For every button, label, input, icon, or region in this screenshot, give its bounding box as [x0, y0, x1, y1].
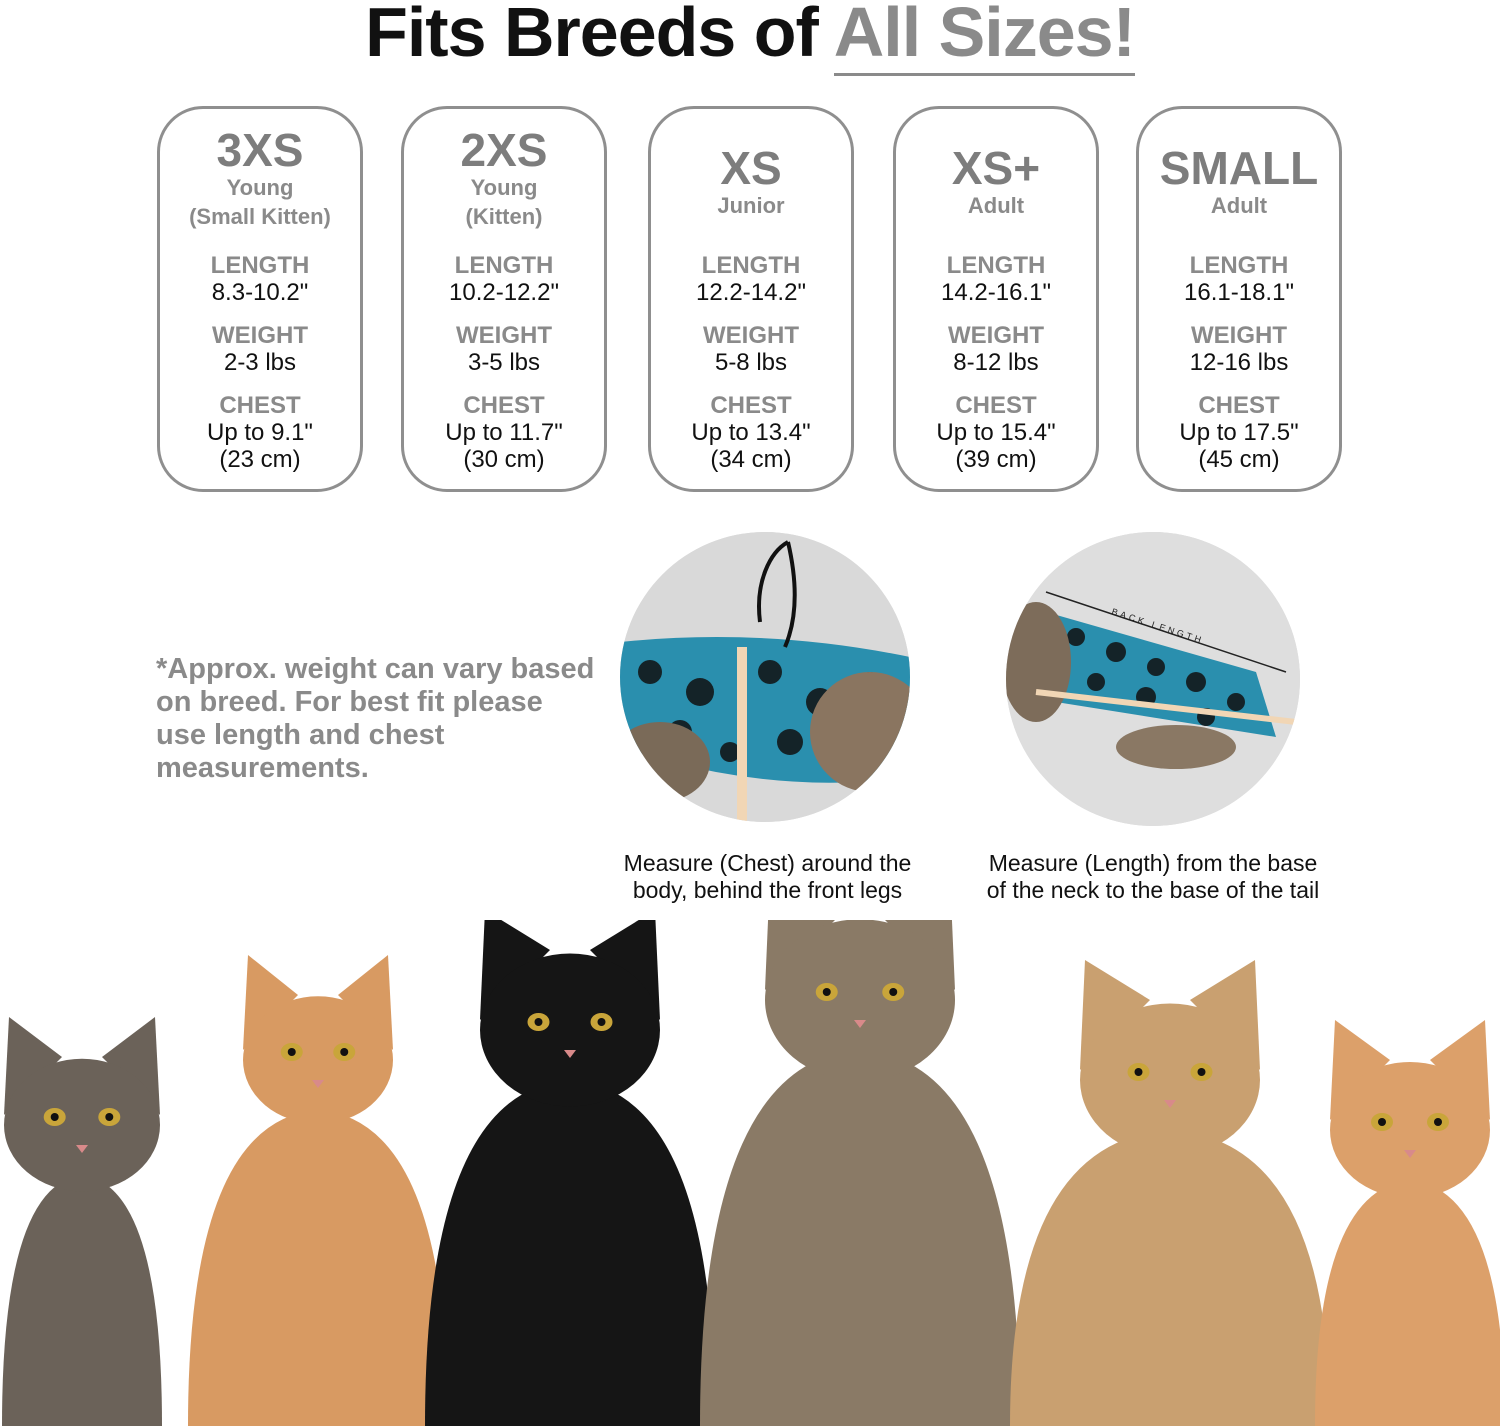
age-detail: (Small Kitten) [189, 204, 331, 229]
length-value: 14.2-16.1" [941, 279, 1051, 306]
weight-label: WEIGHT [456, 322, 552, 349]
length-label: LENGTH [1189, 252, 1289, 279]
length-value: 16.1-18.1" [1184, 279, 1294, 306]
weight-label: WEIGHT [948, 322, 1044, 349]
length-value: 8.3-10.2" [211, 279, 309, 306]
length-label: LENGTH [946, 252, 1046, 279]
chest-label: CHEST [219, 392, 301, 419]
cat-calico [1010, 960, 1330, 1426]
title-prefix: Fits Breeds of [365, 0, 834, 71]
page-title: Fits Breeds of All Sizes! [0, 0, 1500, 76]
cat-tabby-white [2, 1017, 162, 1426]
size-card-xs: XS Junior LENGTH 12.2-14.2" WEIGHT 5-8 l… [648, 106, 854, 492]
chest-value: Up to 11.7" [445, 419, 563, 446]
chest-measure-photo [620, 532, 910, 822]
chest-value: Up to 13.4" [691, 419, 811, 446]
size-label: XS [720, 142, 782, 194]
size-card-2xs: 2XS Young (Kitten) LENGTH 10.2-12.2" WEI… [401, 106, 607, 492]
cat-orange [1315, 1020, 1500, 1426]
size-card-xs-plus: XS+ Adult LENGTH 14.2-16.1" WEIGHT 8-12 … [893, 106, 1099, 492]
weight-label: WEIGHT [1191, 322, 1287, 349]
length-caption-line: of the neck to the base of the tail [986, 877, 1320, 903]
size-label: 2XS [460, 124, 548, 176]
chest-label: CHEST [463, 392, 545, 419]
age-label: Young [470, 175, 538, 200]
size-card-3xs: 3XS Young (Small Kitten) LENGTH 8.3-10.2… [157, 106, 363, 492]
age-label: Young [226, 175, 294, 200]
chest-cm-value: (45 cm) [1198, 446, 1280, 473]
chest-label: CHEST [710, 392, 792, 419]
length-label: LENGTH [210, 252, 310, 279]
cat-brown-tabby [700, 920, 1020, 1426]
title-accent: All Sizes! [833, 0, 1136, 76]
age-label: Adult [1210, 193, 1268, 218]
weight-note: *Approx. weight can vary based on breed.… [156, 653, 595, 784]
size-label: 3XS [216, 124, 304, 176]
chest-cm-value: (34 cm) [710, 446, 792, 473]
length-value: 12.2-14.2" [696, 279, 806, 306]
chest-value: Up to 15.4" [936, 419, 1056, 446]
cat-orange [188, 955, 448, 1426]
age-label: Junior [717, 193, 785, 218]
weight-label: WEIGHT [703, 322, 799, 349]
cat-black [425, 920, 715, 1426]
age-detail: (Kitten) [465, 204, 543, 229]
length-label: LENGTH [454, 252, 554, 279]
weight-value: 3-5 lbs [467, 349, 541, 376]
weight-value: 2-3 lbs [223, 349, 297, 376]
size-label: SMALL [1159, 142, 1319, 194]
weight-value: 12-16 lbs [1189, 349, 1289, 376]
length-caption-line: Measure (Length) from the base [988, 850, 1318, 876]
length-measure-photo: BACK LENGTH [1006, 532, 1300, 826]
length-label: LENGTH [701, 252, 801, 279]
chest-caption-line: body, behind the front legs [632, 877, 903, 903]
chest-label: CHEST [955, 392, 1037, 419]
size-card-small: SMALL Adult LENGTH 16.1-18.1" WEIGHT 12-… [1136, 106, 1342, 492]
chest-cm-value: (30 cm) [463, 446, 545, 473]
chest-cm-value: (23 cm) [219, 446, 301, 473]
weight-label: WEIGHT [212, 322, 308, 349]
size-label: XS+ [951, 142, 1041, 194]
chest-label: CHEST [1198, 392, 1280, 419]
weight-value: 8-12 lbs [953, 349, 1039, 376]
length-caption: Measure (Length) from the base of the ne… [955, 850, 1351, 904]
chest-value: Up to 9.1" [207, 419, 313, 446]
chest-caption-line: Measure (Chest) around the [623, 850, 912, 876]
age-label: Adult [967, 193, 1025, 218]
chest-caption: Measure (Chest) around the body, behind … [600, 850, 935, 904]
chest-value: Up to 17.5" [1179, 419, 1299, 446]
length-value: 10.2-12.2" [449, 279, 559, 306]
weight-value: 5-8 lbs [714, 349, 788, 376]
chest-cm-value: (39 cm) [955, 446, 1037, 473]
cats-photo [2, 920, 1500, 1426]
